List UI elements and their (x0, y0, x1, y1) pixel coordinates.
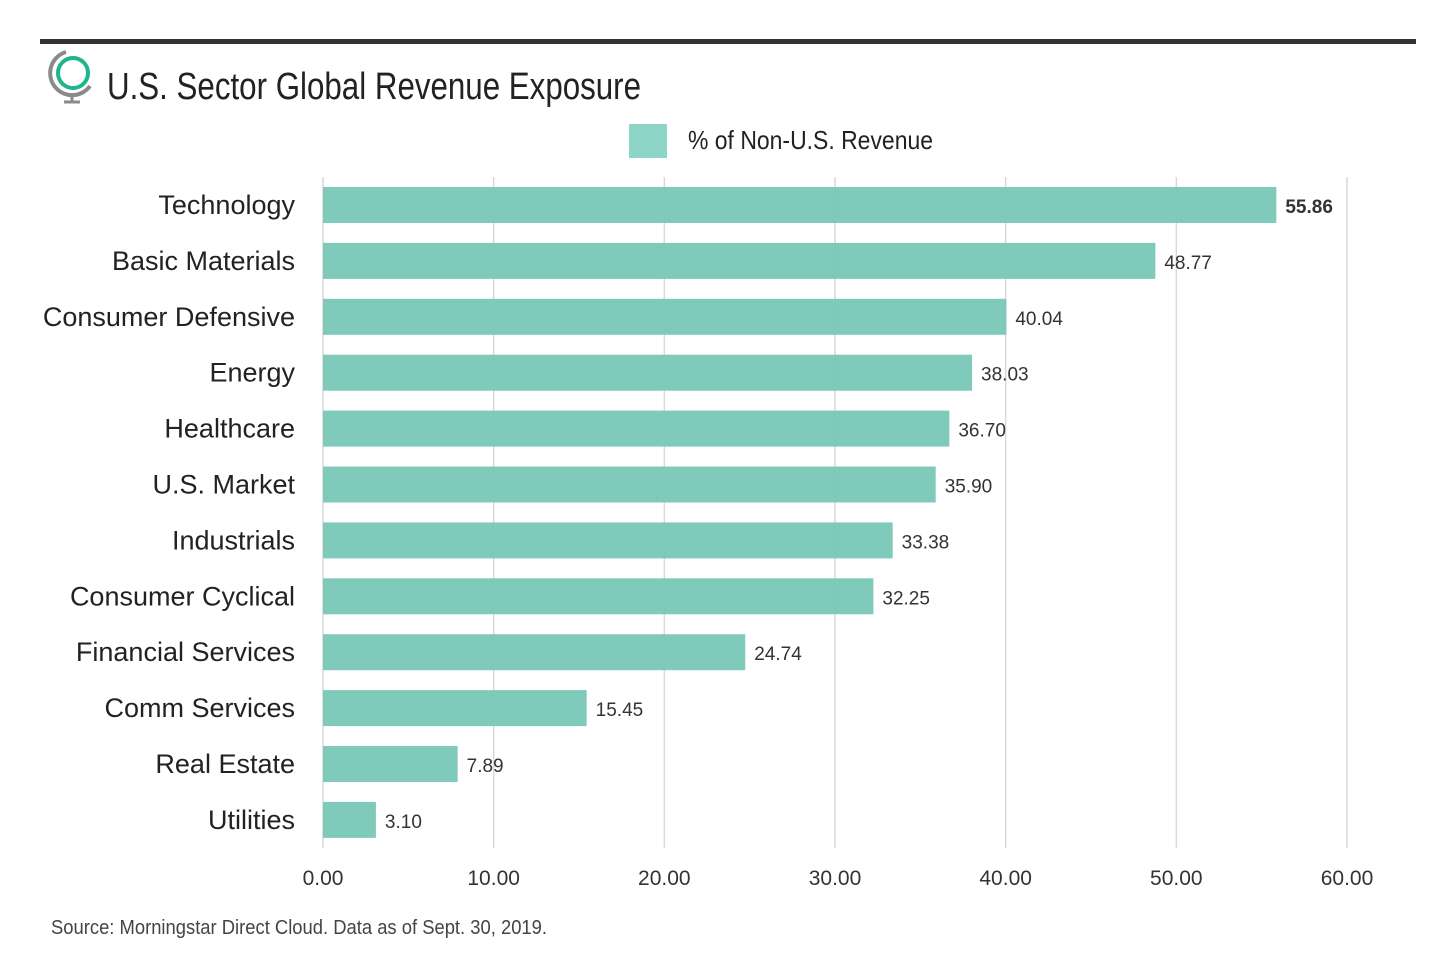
bar (323, 522, 893, 559)
globe-icon (48, 50, 92, 104)
bar (323, 354, 973, 391)
category-label: Healthcare (164, 414, 295, 444)
bar (323, 466, 936, 503)
category-label: U.S. Market (152, 470, 295, 500)
value-label: 40.04 (1015, 309, 1063, 330)
value-label: 15.45 (596, 700, 644, 721)
category-label: Energy (209, 358, 295, 388)
value-label: 32.25 (882, 588, 930, 609)
value-label: 48.77 (1164, 253, 1212, 274)
bar (323, 746, 458, 782)
legend-label: % of Non-U.S. Revenue (688, 125, 933, 155)
value-label: 38.03 (981, 365, 1029, 386)
x-tick-label: 60.00 (1321, 867, 1374, 890)
category-label: Consumer Cyclical (70, 581, 295, 611)
value-label: 33.38 (902, 532, 950, 553)
value-label: 36.70 (958, 421, 1006, 442)
x-tick-label: 50.00 (1150, 867, 1203, 890)
top-rule (40, 39, 1416, 44)
bar (323, 298, 1007, 335)
chart-title: U.S. Sector Global Revenue Exposure (107, 66, 641, 108)
bar (323, 801, 376, 838)
bar (323, 634, 746, 671)
bar (323, 187, 1277, 223)
bar (323, 690, 587, 727)
x-tick-label: 20.00 (638, 867, 691, 890)
category-label: Utilities (208, 805, 295, 835)
bar (323, 242, 1156, 279)
category-label: Comm Services (104, 693, 295, 723)
category-label: Technology (158, 190, 295, 220)
value-label: 55.86 (1285, 197, 1333, 218)
category-label: Financial Services (76, 637, 295, 667)
value-label: 24.74 (754, 644, 802, 665)
category-label: Real Estate (155, 749, 295, 779)
x-tick-label: 40.00 (979, 867, 1032, 890)
source-note: Source: Morningstar Direct Cloud. Data a… (51, 917, 547, 939)
value-label: 7.89 (467, 756, 504, 777)
x-tick-label: 10.00 (467, 867, 520, 890)
category-label: Consumer Defensive (43, 302, 295, 332)
bar (323, 410, 950, 447)
value-label: 3.10 (385, 812, 422, 833)
value-label: 35.90 (945, 477, 993, 498)
category-label: Industrials (172, 525, 295, 555)
x-tick-label: 30.00 (809, 867, 862, 890)
x-tick-label: 0.00 (303, 867, 344, 890)
legend-swatch (629, 124, 667, 158)
category-label: Basic Materials (112, 246, 295, 276)
bar (323, 578, 874, 615)
